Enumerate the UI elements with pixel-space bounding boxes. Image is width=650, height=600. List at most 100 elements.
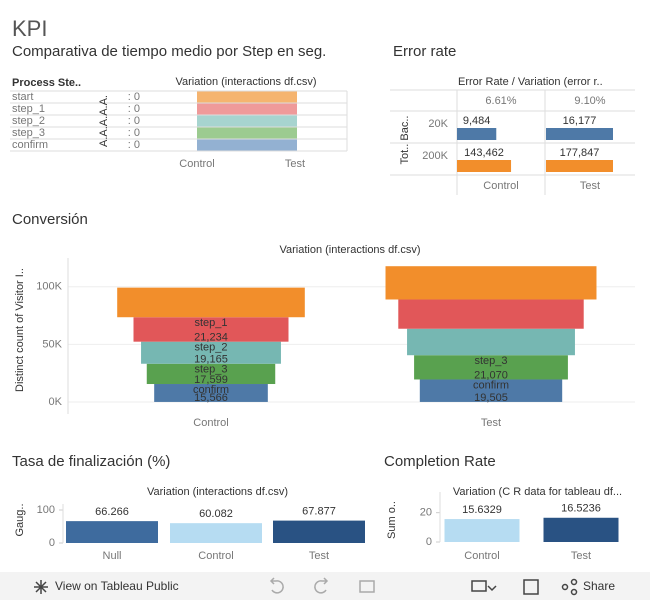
y-tick-label: 50K bbox=[42, 338, 62, 350]
value-label: 21,070 bbox=[474, 369, 508, 381]
x-tick-label: Control bbox=[464, 550, 499, 562]
segment-name: confirm bbox=[473, 379, 509, 391]
funnel-segment bbox=[398, 299, 584, 329]
row-band bbox=[197, 103, 297, 115]
funnel-segment bbox=[141, 341, 281, 364]
value-label: 19,505 bbox=[474, 392, 508, 404]
x-tick-label: Test bbox=[580, 180, 600, 192]
x-tick-label: Control bbox=[198, 550, 233, 562]
row-label: step_1 bbox=[12, 103, 45, 115]
bar bbox=[546, 160, 613, 172]
funnel-segment bbox=[154, 384, 268, 402]
value-label: 177,847 bbox=[560, 147, 600, 159]
cell: : 0 bbox=[128, 127, 140, 139]
segment-name: step_2 bbox=[194, 342, 227, 354]
cell: : 0 bbox=[128, 103, 140, 115]
row-label: 200K bbox=[422, 150, 448, 162]
y-tick-label: 0 bbox=[426, 536, 432, 548]
column-header: Error Rate / Variation (error r.. bbox=[458, 76, 603, 88]
funnel-segment bbox=[385, 266, 597, 300]
funnel-segment bbox=[414, 355, 568, 380]
value-label: 16.5236 bbox=[561, 503, 601, 515]
y-tick-label: 100 bbox=[37, 504, 55, 516]
bar bbox=[66, 521, 158, 543]
x-tick-label: Null bbox=[103, 550, 122, 562]
toolbar bbox=[0, 572, 650, 600]
value-label: 15.6329 bbox=[462, 504, 502, 516]
bar bbox=[457, 160, 512, 172]
cell: : 0 bbox=[128, 139, 140, 151]
chart-title: Comparativa de tiempo medio por Step en … bbox=[12, 43, 326, 60]
bar bbox=[273, 520, 365, 543]
x-tick-label: Test bbox=[481, 417, 501, 429]
value-label: 143,462 bbox=[464, 147, 504, 159]
value-label: 67.877 bbox=[302, 506, 336, 518]
row-band bbox=[197, 127, 297, 139]
row-label: 20K bbox=[428, 118, 448, 130]
toolbar-icons[interactable] bbox=[269, 577, 578, 596]
chart-title: Conversión bbox=[12, 211, 88, 228]
bar bbox=[457, 128, 497, 140]
row-band bbox=[197, 91, 297, 103]
bar bbox=[546, 128, 613, 140]
row-band bbox=[197, 139, 297, 151]
row-header: Process Ste.. bbox=[12, 77, 81, 89]
funnel-segment bbox=[146, 363, 276, 385]
row-label: step_2 bbox=[12, 115, 45, 127]
chart-title: Error rate bbox=[393, 43, 456, 60]
segment-name: step_1 bbox=[194, 317, 227, 329]
column-header: Variation (interactions df.csv) bbox=[175, 76, 316, 88]
funnel-segment bbox=[133, 317, 289, 342]
y-axis-title: Distinct count of Visitor I.. bbox=[14, 268, 26, 392]
row-label: confirm bbox=[12, 139, 48, 151]
x-tick-label: Control bbox=[483, 180, 518, 192]
value-label: 60.082 bbox=[199, 508, 233, 520]
y-axis-title: Sum o.. bbox=[386, 501, 398, 539]
subtitle: Variation (interactions df.csv) bbox=[279, 244, 420, 256]
value-label: 16,177 bbox=[563, 115, 597, 127]
y-tick-label: 20 bbox=[420, 507, 432, 519]
funnel-segment bbox=[117, 287, 305, 318]
measure-header: A.A.A.A.A. bbox=[98, 95, 110, 147]
x-tick-label: Test bbox=[571, 550, 591, 562]
funnel-segment bbox=[419, 379, 563, 402]
chart-title: Tasa de finalización (%) bbox=[12, 453, 170, 470]
value-label: 9,484 bbox=[463, 115, 491, 127]
cell: : 0 bbox=[128, 91, 140, 103]
value-label: 66.266 bbox=[95, 506, 129, 518]
x-tick-label: Test bbox=[309, 550, 329, 562]
share-button[interactable]: Share bbox=[583, 579, 615, 593]
y-axis-title: Gaug.. bbox=[14, 503, 26, 536]
row-title: Tot.. Bac.. bbox=[399, 116, 411, 165]
bar bbox=[543, 517, 619, 542]
subtitle: Variation (interactions df.csv) bbox=[147, 486, 288, 498]
dashboard-title: KPI bbox=[12, 16, 47, 41]
x-tick-label: Control bbox=[193, 417, 228, 429]
segment-name: step_3 bbox=[474, 355, 507, 367]
row-label: step_3 bbox=[12, 127, 45, 139]
y-tick-label: 0 bbox=[49, 537, 55, 549]
subtitle: Variation (C R data for tableau df... bbox=[453, 486, 622, 498]
rate-label: 9.10% bbox=[574, 95, 605, 107]
value-label: 15,566 bbox=[194, 392, 228, 404]
rate-label: 6.61% bbox=[485, 95, 516, 107]
tableau-icon[interactable] bbox=[34, 580, 48, 594]
row-band bbox=[197, 115, 297, 127]
x-tick-label: Test bbox=[285, 158, 305, 170]
y-tick-label: 0K bbox=[49, 396, 63, 408]
funnel-segment bbox=[407, 328, 575, 356]
x-tick-label: Control bbox=[179, 158, 214, 170]
segment-name: confirm bbox=[193, 384, 229, 396]
cell: : 0 bbox=[128, 115, 140, 127]
value-label: 21,234 bbox=[194, 332, 228, 344]
bar bbox=[444, 519, 520, 542]
value-label: 19,165 bbox=[194, 354, 228, 366]
value-label: 17,599 bbox=[194, 374, 228, 386]
view-link[interactable]: View on Tableau Public bbox=[55, 579, 179, 593]
chart-title: Completion Rate bbox=[384, 453, 496, 470]
segment-name: step_3 bbox=[194, 364, 227, 376]
bar bbox=[170, 523, 262, 543]
y-tick-label: 100K bbox=[36, 281, 62, 293]
row-label: start bbox=[12, 91, 33, 103]
